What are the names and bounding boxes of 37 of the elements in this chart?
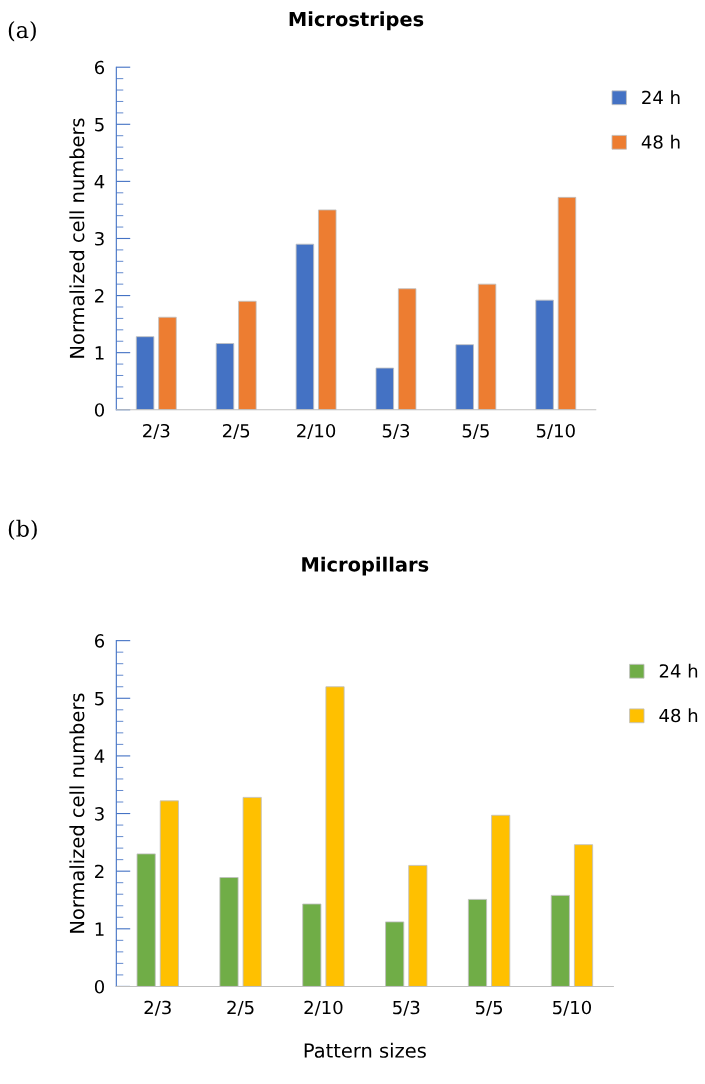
chart-title: Microstripes bbox=[289, 11, 424, 31]
y-tick-label: 6 bbox=[94, 60, 105, 75]
y-tick-label: 3 bbox=[95, 231, 104, 246]
y-tick-label: 5 bbox=[95, 117, 104, 132]
y-axis-title: Normalized cell numbers bbox=[69, 118, 85, 358]
legend-label: 24 h bbox=[659, 663, 698, 678]
x-axis-title: Pattern sizes bbox=[304, 1042, 426, 1058]
x-tick-label: 5/5 bbox=[462, 424, 489, 440]
x-tick-label: 2/5 bbox=[222, 423, 250, 440]
y-tick-label: 4 bbox=[94, 175, 105, 189]
x-tick-label: 2/3 bbox=[144, 1000, 171, 1016]
x-tick-label: 2/3 bbox=[143, 423, 170, 440]
x-tick-label: 2/5 bbox=[227, 1000, 254, 1016]
x-tick-label: 5/3 bbox=[393, 1000, 420, 1016]
y-tick-label: 1 bbox=[95, 922, 104, 936]
chart-title: Micropillars bbox=[302, 556, 429, 576]
y-tick-label: 0 bbox=[94, 403, 105, 417]
y-tick-label: 2 bbox=[95, 289, 104, 303]
y-axis-title: Normalized cell numbers bbox=[69, 693, 85, 933]
legend-label: 48 h bbox=[641, 134, 680, 149]
y-tick-label: 4 bbox=[94, 749, 105, 763]
y-tick-label: 6 bbox=[94, 634, 105, 648]
y-tick-label: 1 bbox=[95, 346, 104, 360]
text: (a) bbox=[8, 21, 36, 42]
legend-label: 24 h bbox=[642, 90, 680, 105]
text: (b) bbox=[8, 519, 37, 541]
x-tick-label: 2/10 bbox=[304, 1000, 343, 1016]
x-tick-label: 2/10 bbox=[297, 423, 336, 440]
y-tick-label: 2 bbox=[95, 864, 104, 879]
x-tick-label: 5/3 bbox=[382, 423, 410, 440]
y-tick-label: 0 bbox=[94, 979, 105, 994]
y-tick-label: 5 bbox=[95, 691, 104, 706]
x-tick-label: 5/5 bbox=[475, 1000, 503, 1016]
y-tick-label: 3 bbox=[95, 807, 104, 821]
x-tick-label: 5/10 bbox=[553, 1000, 592, 1016]
legend-label: 48 h bbox=[659, 708, 698, 723]
x-tick-label: 5/10 bbox=[536, 423, 575, 440]
